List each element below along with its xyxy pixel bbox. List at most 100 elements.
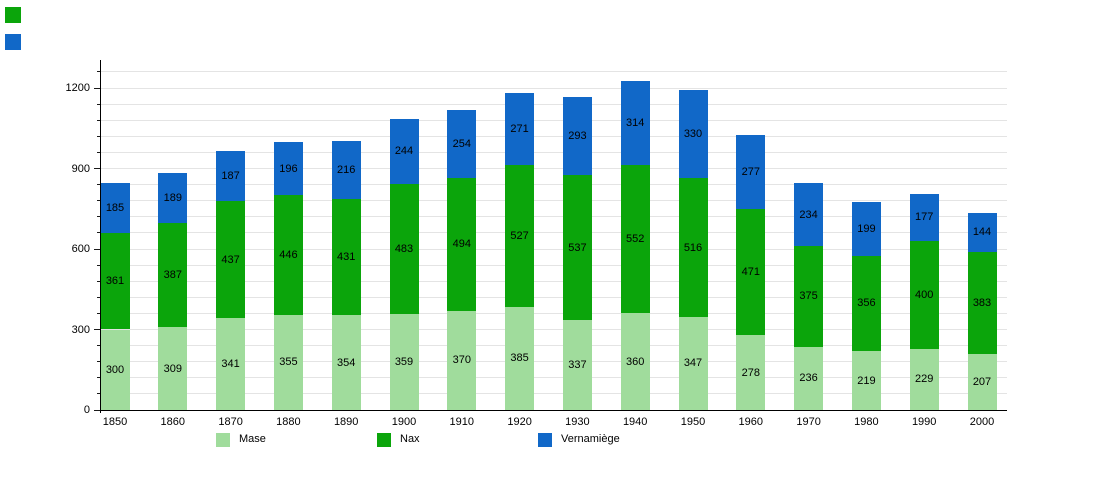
- bar-value-label: 383: [972, 297, 992, 310]
- bar-segment-nax: [273, 195, 303, 315]
- bar-segment-nax: [331, 199, 361, 315]
- bar-segment-vernamiege: [447, 110, 477, 179]
- y-axis-tick-label: 0: [83, 404, 90, 416]
- gridline: [101, 393, 1007, 395]
- y-major-tick: [94, 168, 100, 169]
- bar-segment-nax: [389, 184, 419, 314]
- bar-segment-nax: [447, 178, 477, 311]
- bar-segment-nax: [216, 201, 246, 319]
- bar-value-label: 278: [741, 366, 760, 379]
- bar-value-label: 271: [510, 122, 529, 135]
- bar-value-label: 236: [799, 372, 818, 385]
- x-axis-line: [100, 410, 1007, 411]
- gridline: [101, 151, 1007, 153]
- bar-value-label: 537: [568, 241, 587, 254]
- gridline: [101, 312, 1007, 314]
- bar-segment-nax: [158, 223, 188, 328]
- bar-value-label: 361: [105, 275, 125, 288]
- bar-segment-nax: [851, 255, 881, 352]
- bar-segment-vernamiege: [794, 183, 824, 247]
- legend-swatch-mase-icon: [216, 432, 230, 447]
- bar-segment-mase: [909, 348, 939, 410]
- gridline: [101, 168, 1007, 169]
- gridline: [101, 103, 1007, 105]
- x-axis-tick-label: 1960: [738, 416, 764, 428]
- bar-value-label: 494: [452, 238, 471, 251]
- bar-segment-vernamiege: [331, 141, 361, 200]
- bar-value-label: 177: [915, 211, 934, 224]
- bar-segment-nax: [678, 178, 708, 317]
- bar-segment-vernamiege: [620, 81, 650, 166]
- gridline: [101, 248, 1007, 250]
- y-axis-tick-label: 600: [71, 243, 90, 255]
- bar-value-label: 300: [105, 363, 125, 376]
- x-axis-tick-label: 1890: [333, 416, 359, 428]
- y-minor-tick: [97, 151, 100, 153]
- bar-value-label: 216: [337, 164, 356, 177]
- bar-value-label: 277: [741, 165, 760, 178]
- legend: Mase Nax Vernamiège: [0, 432, 1100, 448]
- bar-value-label: 337: [568, 358, 587, 371]
- x-axis-tick-label: 1850: [102, 416, 128, 428]
- bar-segment-mase: [389, 313, 419, 410]
- y-major-tick: [94, 87, 100, 89]
- x-axis-tick-label: 1970: [796, 416, 821, 428]
- y-minor-tick: [97, 377, 100, 379]
- bar-segment-nax: [505, 165, 535, 307]
- gridline: [101, 87, 1007, 89]
- y-minor-tick: [97, 135, 100, 137]
- x-axis-tick-label: 1940: [622, 416, 648, 428]
- bar-value-label: 309: [163, 362, 182, 375]
- y-minor-tick: [97, 393, 100, 395]
- bar-value-label: 527: [510, 229, 529, 242]
- y-minor-tick: [97, 312, 100, 314]
- bar-segment-mase: [794, 346, 824, 410]
- bar-segment-mase: [447, 310, 477, 410]
- bar-segment-mase: [331, 315, 361, 410]
- bar-segment-nax: [794, 246, 824, 347]
- gridline: [101, 345, 1007, 347]
- bar-value-label: 400: [915, 288, 934, 301]
- bar-value-label: 359: [394, 355, 414, 368]
- bar-segment-nax: [736, 209, 766, 336]
- y-minor-tick: [97, 296, 100, 298]
- bar-segment-vernamiege: [736, 134, 766, 210]
- x-axis-tick-label: 1930: [565, 416, 590, 428]
- bar-segment-mase: [158, 327, 188, 410]
- gridline: [101, 377, 1007, 379]
- palette-swatch-green-icon: [5, 7, 21, 23]
- bar-value-label: 314: [626, 117, 645, 130]
- bar-value-label: 354: [337, 356, 356, 369]
- y-minor-tick: [97, 119, 100, 121]
- y-axis-tick-label: 1200: [65, 82, 90, 94]
- gridline: [101, 200, 1007, 202]
- gridline: [101, 280, 1007, 282]
- bar-segment-vernamiege: [216, 151, 246, 202]
- y-major-tick: [94, 248, 100, 250]
- bar-value-label: 516: [683, 241, 703, 254]
- bar-value-label: 199: [857, 223, 876, 235]
- bar-value-label: 360: [626, 355, 645, 368]
- y-major-tick: [94, 409, 100, 411]
- x-axis-tick-label: 1980: [854, 416, 879, 428]
- legend-label: Mase: [239, 433, 266, 445]
- gridline: [101, 232, 1007, 234]
- bar-value-label: 431: [337, 251, 356, 264]
- bar-value-label: 375: [799, 290, 818, 303]
- bar-value-label: 219: [857, 374, 876, 387]
- bar-segment-mase: [736, 335, 766, 410]
- x-axis-tick-label: 2000: [969, 416, 995, 428]
- bar-segment-nax: [967, 251, 997, 355]
- gridline: [101, 264, 1007, 266]
- bar-value-label: 196: [279, 162, 298, 175]
- gridline: [101, 119, 1007, 121]
- y-axis-tick-label: 300: [71, 323, 90, 336]
- palette-swatch-blue-icon: [5, 34, 21, 50]
- bar-value-label: 234: [799, 208, 818, 221]
- bar-segment-vernamiege: [158, 172, 188, 224]
- bar-value-label: 483: [394, 242, 414, 255]
- bar-segment-nax: [562, 175, 592, 320]
- bar-value-label: 347: [683, 357, 703, 370]
- bar-segment-mase: [273, 314, 303, 410]
